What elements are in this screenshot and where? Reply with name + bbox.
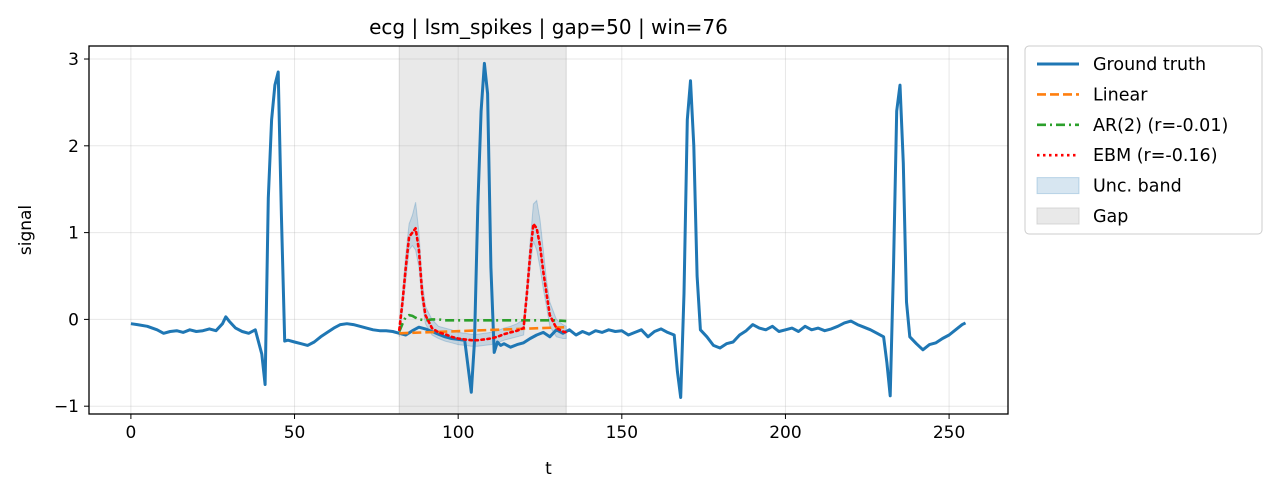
legend: Ground truth Linear AR(2) (r=-0.01) EBM (r=… [1024, 45, 1263, 235]
y-tick-label: 1 [68, 224, 79, 244]
uncertainty-band-layer [398, 199, 567, 347]
series-line-3 [398, 313, 567, 332]
legend-swatch [1036, 177, 1080, 195]
x-tick-label: 150 [606, 423, 638, 443]
plot-frame [88, 45, 1009, 415]
y-axis: −1 0 1 2 3 [54, 50, 89, 417]
y-tick-label: 2 [68, 137, 79, 157]
legend-label: AR(2) (r=-0.01) [1093, 116, 1228, 136]
series-line-2 [399, 325, 567, 335]
x-tick-label: 0 [125, 423, 136, 443]
x-tick-label: 100 [442, 423, 474, 443]
y-tick-label: −1 [54, 397, 79, 417]
y-tick-label: 0 [68, 310, 79, 330]
legend-swatch [1036, 207, 1080, 225]
x-tick-label: 50 [284, 423, 306, 443]
x-tick-label: 250 [933, 423, 965, 443]
series-layer [130, 61, 967, 399]
legend-label: Linear [1093, 85, 1148, 105]
legend-label: Unc. band [1093, 177, 1182, 197]
x-axis: 0 50 100 150 200 250 [125, 414, 965, 443]
x-axis-label: t [545, 459, 552, 479]
grid [89, 46, 1008, 414]
legend-label: Gap [1093, 207, 1128, 227]
y-axis-label: signal [16, 205, 36, 255]
chart-title: ecg | lsm_spikes | gap=50 | win=76 [369, 15, 728, 39]
series-line-4 [397, 222, 568, 342]
legend-label: EBM (r=-0.16) [1093, 146, 1218, 166]
x-tick-label: 200 [769, 423, 801, 443]
plot-area [88, 45, 1009, 415]
legend-frame [1024, 45, 1263, 235]
legend-label: Ground truth [1093, 55, 1206, 75]
uncertainty-band [398, 199, 567, 347]
series-line-1 [130, 61, 967, 399]
y-tick-label: 3 [68, 50, 79, 70]
